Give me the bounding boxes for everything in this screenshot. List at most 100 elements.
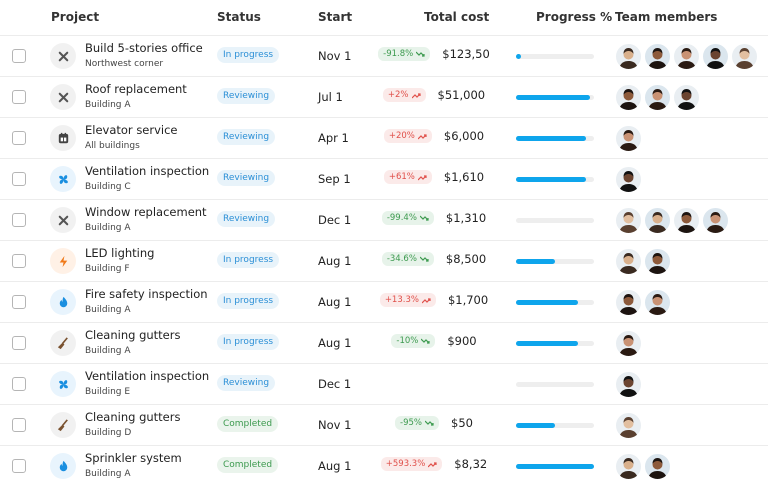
cost-change: +61%: [383, 170, 432, 184]
total-cost: -91.8% $123,50: [372, 47, 496, 61]
progress-bar: [516, 95, 591, 100]
table-row: LED lighting Building F In progress Aug 1 -3…: [0, 240, 768, 282]
status-badge: Completed: [217, 457, 279, 473]
progress-track: [516, 136, 594, 141]
start-date: Aug 1: [318, 295, 352, 309]
trend-arrow: [416, 51, 425, 57]
table-row: Fire safety inspection Building A In progr…: [0, 281, 768, 323]
status-badge: In progress: [217, 293, 280, 309]
status-badge: In progress: [217, 252, 280, 268]
avatar: [615, 43, 642, 70]
avatar-face: [735, 48, 754, 69]
total-cost: +13.3% $1,700: [372, 293, 496, 307]
project-location: Building A: [85, 223, 131, 233]
avatar: [615, 166, 642, 193]
project-icon: [50, 84, 76, 110]
progress-bar: [516, 136, 587, 141]
progress-track: [516, 382, 594, 387]
row-checkbox[interactable]: [12, 459, 26, 473]
avatar-face: [648, 89, 667, 110]
project-name: Cleaning gutters: [85, 410, 181, 424]
column-header: Progress %: [536, 10, 613, 24]
project-location: Building A: [85, 305, 131, 315]
icon-glyph: [58, 174, 68, 184]
avatar: [615, 371, 642, 398]
change-text: +13.3%: [384, 295, 419, 305]
status-badge: Completed: [217, 416, 279, 432]
column-header: Total cost: [424, 10, 490, 24]
progress-track: [516, 423, 594, 428]
cost-value: $8,500: [445, 252, 487, 266]
progress-track: [516, 177, 594, 182]
progress-bar: [516, 300, 579, 305]
status-badge: In progress: [217, 47, 280, 63]
project-name: Elevator service: [85, 123, 178, 137]
project-location: Building A: [85, 469, 131, 479]
status-badge: Reviewing: [217, 88, 276, 104]
avatar: [644, 43, 671, 70]
column-header: Start: [318, 10, 353, 24]
change-text: -34.6%: [386, 254, 417, 264]
avatar-face: [677, 212, 696, 233]
progress-track: [516, 300, 594, 305]
project-name: Sprinkler system: [85, 451, 182, 465]
progress-track: [516, 464, 594, 469]
start-date: Nov 1: [318, 49, 352, 63]
cost-change: +593.3%: [380, 457, 443, 471]
column-header: Project: [51, 10, 100, 24]
row-checkbox[interactable]: [12, 49, 26, 63]
row-checkbox[interactable]: [12, 131, 26, 145]
column-header: Status: [217, 10, 261, 24]
cost-change: -91.8%: [378, 47, 431, 61]
row-checkbox[interactable]: [12, 377, 26, 391]
progress-bar: [516, 423, 555, 428]
project-icon: [50, 289, 76, 315]
project-name: Window replacement: [85, 205, 207, 219]
avatar-face: [619, 376, 638, 397]
status-badge: Reviewing: [217, 375, 276, 391]
avatar: [615, 289, 642, 316]
project-location: Building C: [85, 182, 131, 192]
trend-arrow: [417, 133, 427, 139]
project-location: Building A: [85, 346, 131, 356]
progress-bar: [516, 177, 587, 182]
start-date: Aug 1: [318, 459, 352, 473]
progress-track: [516, 54, 594, 59]
icon-glyph: [59, 460, 67, 471]
total-cost: +593.3% $8,32: [372, 457, 496, 471]
icon-glyph: [58, 51, 68, 61]
row-checkbox[interactable]: [12, 336, 26, 350]
avatar-face: [706, 212, 725, 233]
avatar-face: [706, 48, 725, 69]
avatar: [731, 43, 758, 70]
avatar-face: [648, 458, 667, 479]
cost-value: $1,310: [445, 211, 487, 225]
row-checkbox[interactable]: [12, 213, 26, 227]
row-checkbox[interactable]: [12, 90, 26, 104]
progress-bar: [516, 54, 521, 59]
progress-track: [516, 218, 594, 223]
table-row: Ventilation inspection Building E Reviewin…: [0, 363, 768, 405]
table-row: Ventilation inspection Building C Reviewin…: [0, 158, 768, 200]
row-checkbox[interactable]: [12, 172, 26, 186]
project-icon: [50, 166, 76, 192]
row-checkbox[interactable]: [12, 295, 26, 309]
project-name: Ventilation inspection: [85, 164, 210, 178]
project-location: Building D: [85, 428, 132, 438]
status-badge: In progress: [217, 334, 280, 350]
row-checkbox[interactable]: [12, 254, 26, 268]
avatar: [644, 248, 671, 275]
total-cost: +2% $51,000: [372, 88, 496, 102]
icon-glyph: [58, 379, 68, 389]
icon-glyph: [58, 215, 68, 225]
icon-glyph: [59, 296, 67, 307]
table-row: Cleaning gutters Building A In progress Aug…: [0, 322, 768, 364]
project-location: Building E: [85, 387, 131, 397]
avatar: [644, 84, 671, 111]
trend-arrow: [425, 420, 434, 426]
project-icon: [50, 43, 76, 69]
avatar-face: [619, 130, 638, 151]
avatar-face: [619, 89, 638, 110]
row-checkbox[interactable]: [12, 418, 26, 432]
avatar: [615, 248, 642, 275]
